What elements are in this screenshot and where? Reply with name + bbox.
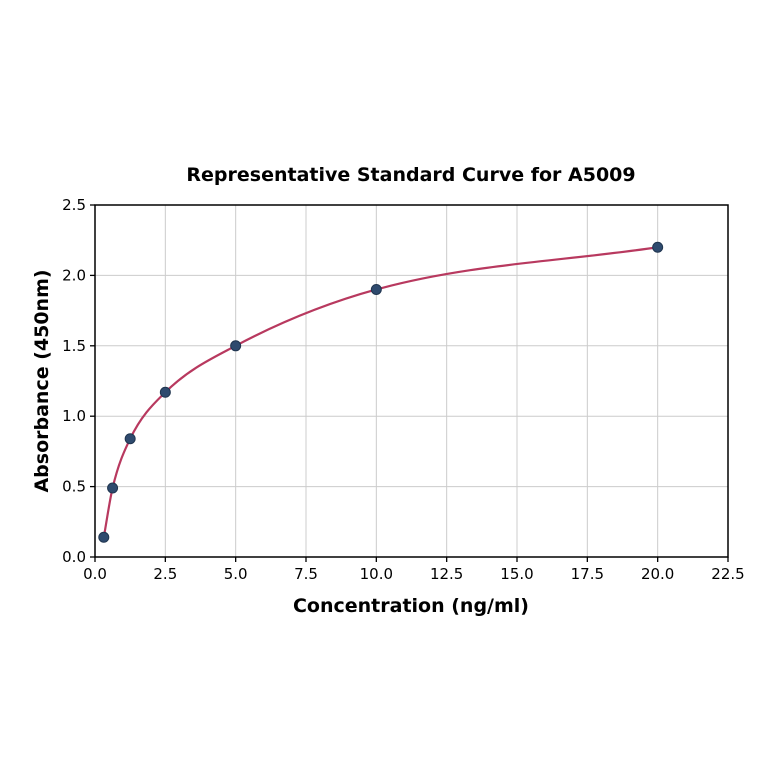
axis-ticks bbox=[90, 204, 729, 562]
data-point-marker bbox=[124, 433, 136, 445]
y-tick-label: 2.0 bbox=[62, 266, 86, 284]
x-tick-label: 2.5 bbox=[153, 565, 177, 583]
chart-title: Representative Standard Curve for A5009 bbox=[186, 164, 635, 186]
x-tick-label: 7.5 bbox=[294, 565, 318, 583]
data-series bbox=[98, 241, 664, 543]
x-tick-label: 12.5 bbox=[430, 565, 463, 583]
data-point-marker bbox=[98, 531, 110, 543]
x-tick-label: 5.0 bbox=[224, 565, 248, 583]
data-point-marker bbox=[159, 386, 171, 398]
x-tick-label: 10.0 bbox=[360, 565, 393, 583]
x-tick-label: 15.0 bbox=[500, 565, 533, 583]
y-axis-label: Absorbance (450nm) bbox=[31, 269, 53, 492]
tick-labels: 0.0 2.5 5.0 7.5 10.0 12.5 15.0 17.5 20.0 22.5 0.0 0… bbox=[62, 196, 745, 583]
plot-border bbox=[94, 204, 729, 558]
y-tick-label: 0.0 bbox=[62, 548, 86, 566]
fitted-curve bbox=[102, 246, 659, 539]
data-point-marker bbox=[652, 241, 664, 253]
x-tick-label: 0.0 bbox=[83, 565, 107, 583]
x-tick-label: 22.5 bbox=[711, 565, 744, 583]
y-tick-label: 2.5 bbox=[62, 196, 86, 214]
y-tick-label: 1.0 bbox=[62, 407, 86, 425]
plot-area bbox=[95, 205, 728, 557]
data-point-marker bbox=[370, 283, 382, 295]
data-point-marker bbox=[107, 482, 119, 494]
x-tick-label: 17.5 bbox=[571, 565, 604, 583]
y-tick-label: 1.5 bbox=[62, 337, 86, 355]
x-tick-label: 20.0 bbox=[641, 565, 674, 583]
x-axis-label: Concentration (ng/ml) bbox=[293, 595, 529, 617]
y-tick-label: 0.5 bbox=[62, 478, 86, 496]
data-point-marker bbox=[230, 340, 242, 352]
